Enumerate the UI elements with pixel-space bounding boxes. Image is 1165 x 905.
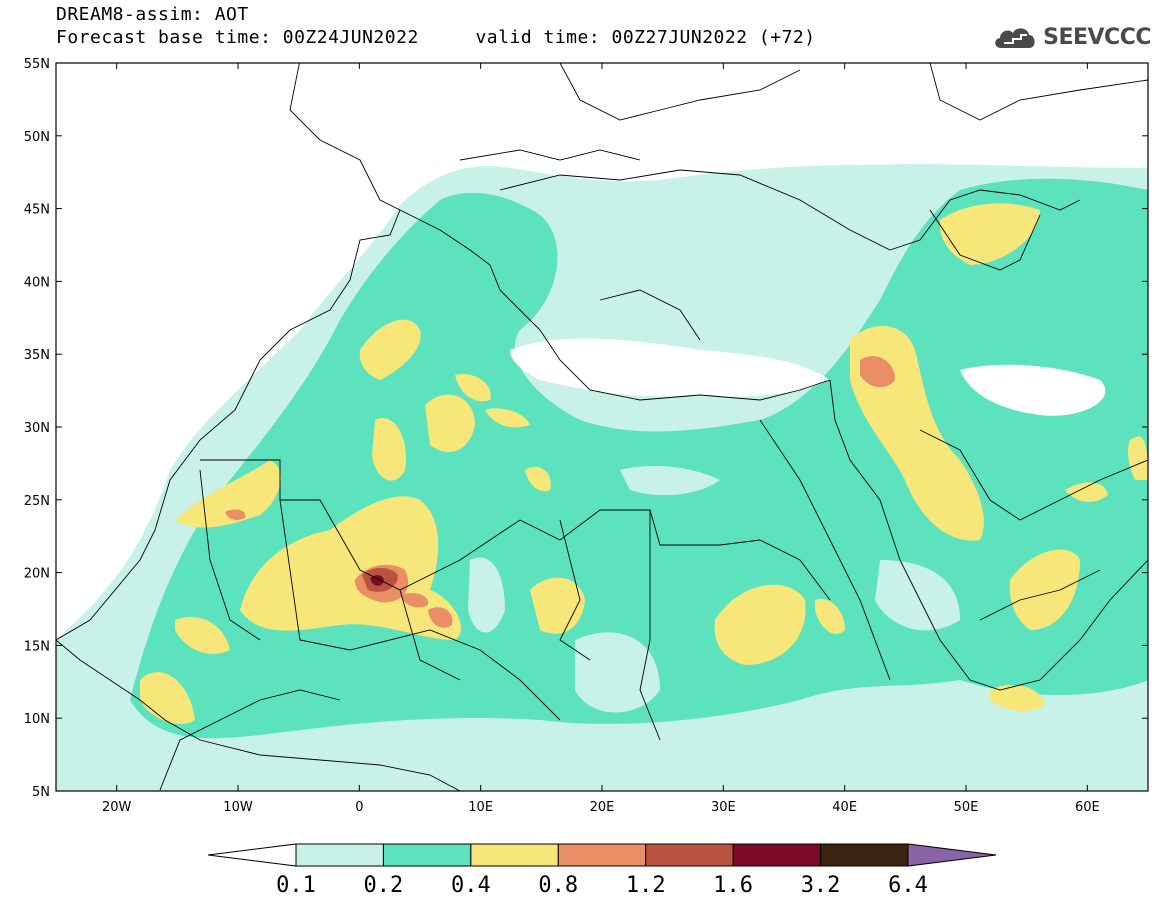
colorbar-swatch [382,843,472,867]
colorbar-swatch [820,843,909,867]
lon-tick-label: 20W [102,800,132,815]
aot-field [56,164,1148,791]
colorbar-swatch [470,843,559,867]
colorbar-swatch [557,843,647,867]
lon-tick-label: 30E [711,800,736,815]
colorbar-label: 0.2 [364,873,404,898]
colorbar-label: 6.4 [888,873,928,898]
lat-tick-label: 20N [24,567,50,582]
colorbar-label: 1.6 [713,873,753,898]
lon-tick-label: 40E [832,800,857,815]
colorbar-low-arrow [207,843,297,867]
base-time: Forecast base time: 00Z24JUN2022 [56,27,419,48]
lat-tick-label: 35N [24,348,50,363]
longitude-axis: 20W 10W 0 10E 20E 30E 40E 50E 60E [102,63,1100,815]
lat-tick-label: 40N [24,275,50,290]
colorbar-label: 0.8 [538,873,578,898]
colorbar-swatch [645,843,734,867]
valid-time: valid time: 00Z27JUN2022 (+72) [475,27,816,48]
lat-tick-label: 15N [24,639,50,654]
lon-tick-label: 10W [223,800,253,815]
lon-tick-label: 50E [954,800,979,815]
cloud-icon [995,28,1035,48]
seevccc-logo: SEEVCCC [991,22,1151,52]
lon-tick-label: 60E [1075,800,1100,815]
colorbar-label: 0.4 [451,873,491,898]
colorbar-swatch [295,843,384,867]
lat-tick-label: 45N [24,203,50,218]
lon-tick-label: 20E [590,800,615,815]
colorbar: 0.1 0.2 0.4 0.8 1.2 1.6 3.2 6.4 [207,843,997,898]
lon-tick-label: 10E [468,800,493,815]
lat-tick-label: 55N [24,57,50,72]
latitude-axis: 55N 50N 45N 40N 35N 30N 25N 20N 15N 10N 5N [24,57,1148,800]
colorbar-label: 3.2 [801,873,841,898]
logo-text: SEEVCCC [1043,24,1151,50]
lat-tick-label: 25N [24,494,50,509]
lat-tick-label: 10N [24,712,50,727]
colorbar-label: 1.2 [626,873,666,898]
lon-tick-label: 0 [355,800,363,815]
lat-tick-label: 5N [32,785,50,800]
map-title: DREAM8-assim: AOT [56,4,249,25]
colorbar-high-arrow [907,843,997,867]
coastlines [56,63,1148,791]
time-info: Forecast base time: 00Z24JUN2022 valid t… [56,27,816,48]
lat-tick-label: 30N [24,421,50,436]
lat-tick-label: 50N [24,130,50,145]
colorbar-swatch [732,843,822,867]
colorbar-label: 0.1 [276,873,316,898]
